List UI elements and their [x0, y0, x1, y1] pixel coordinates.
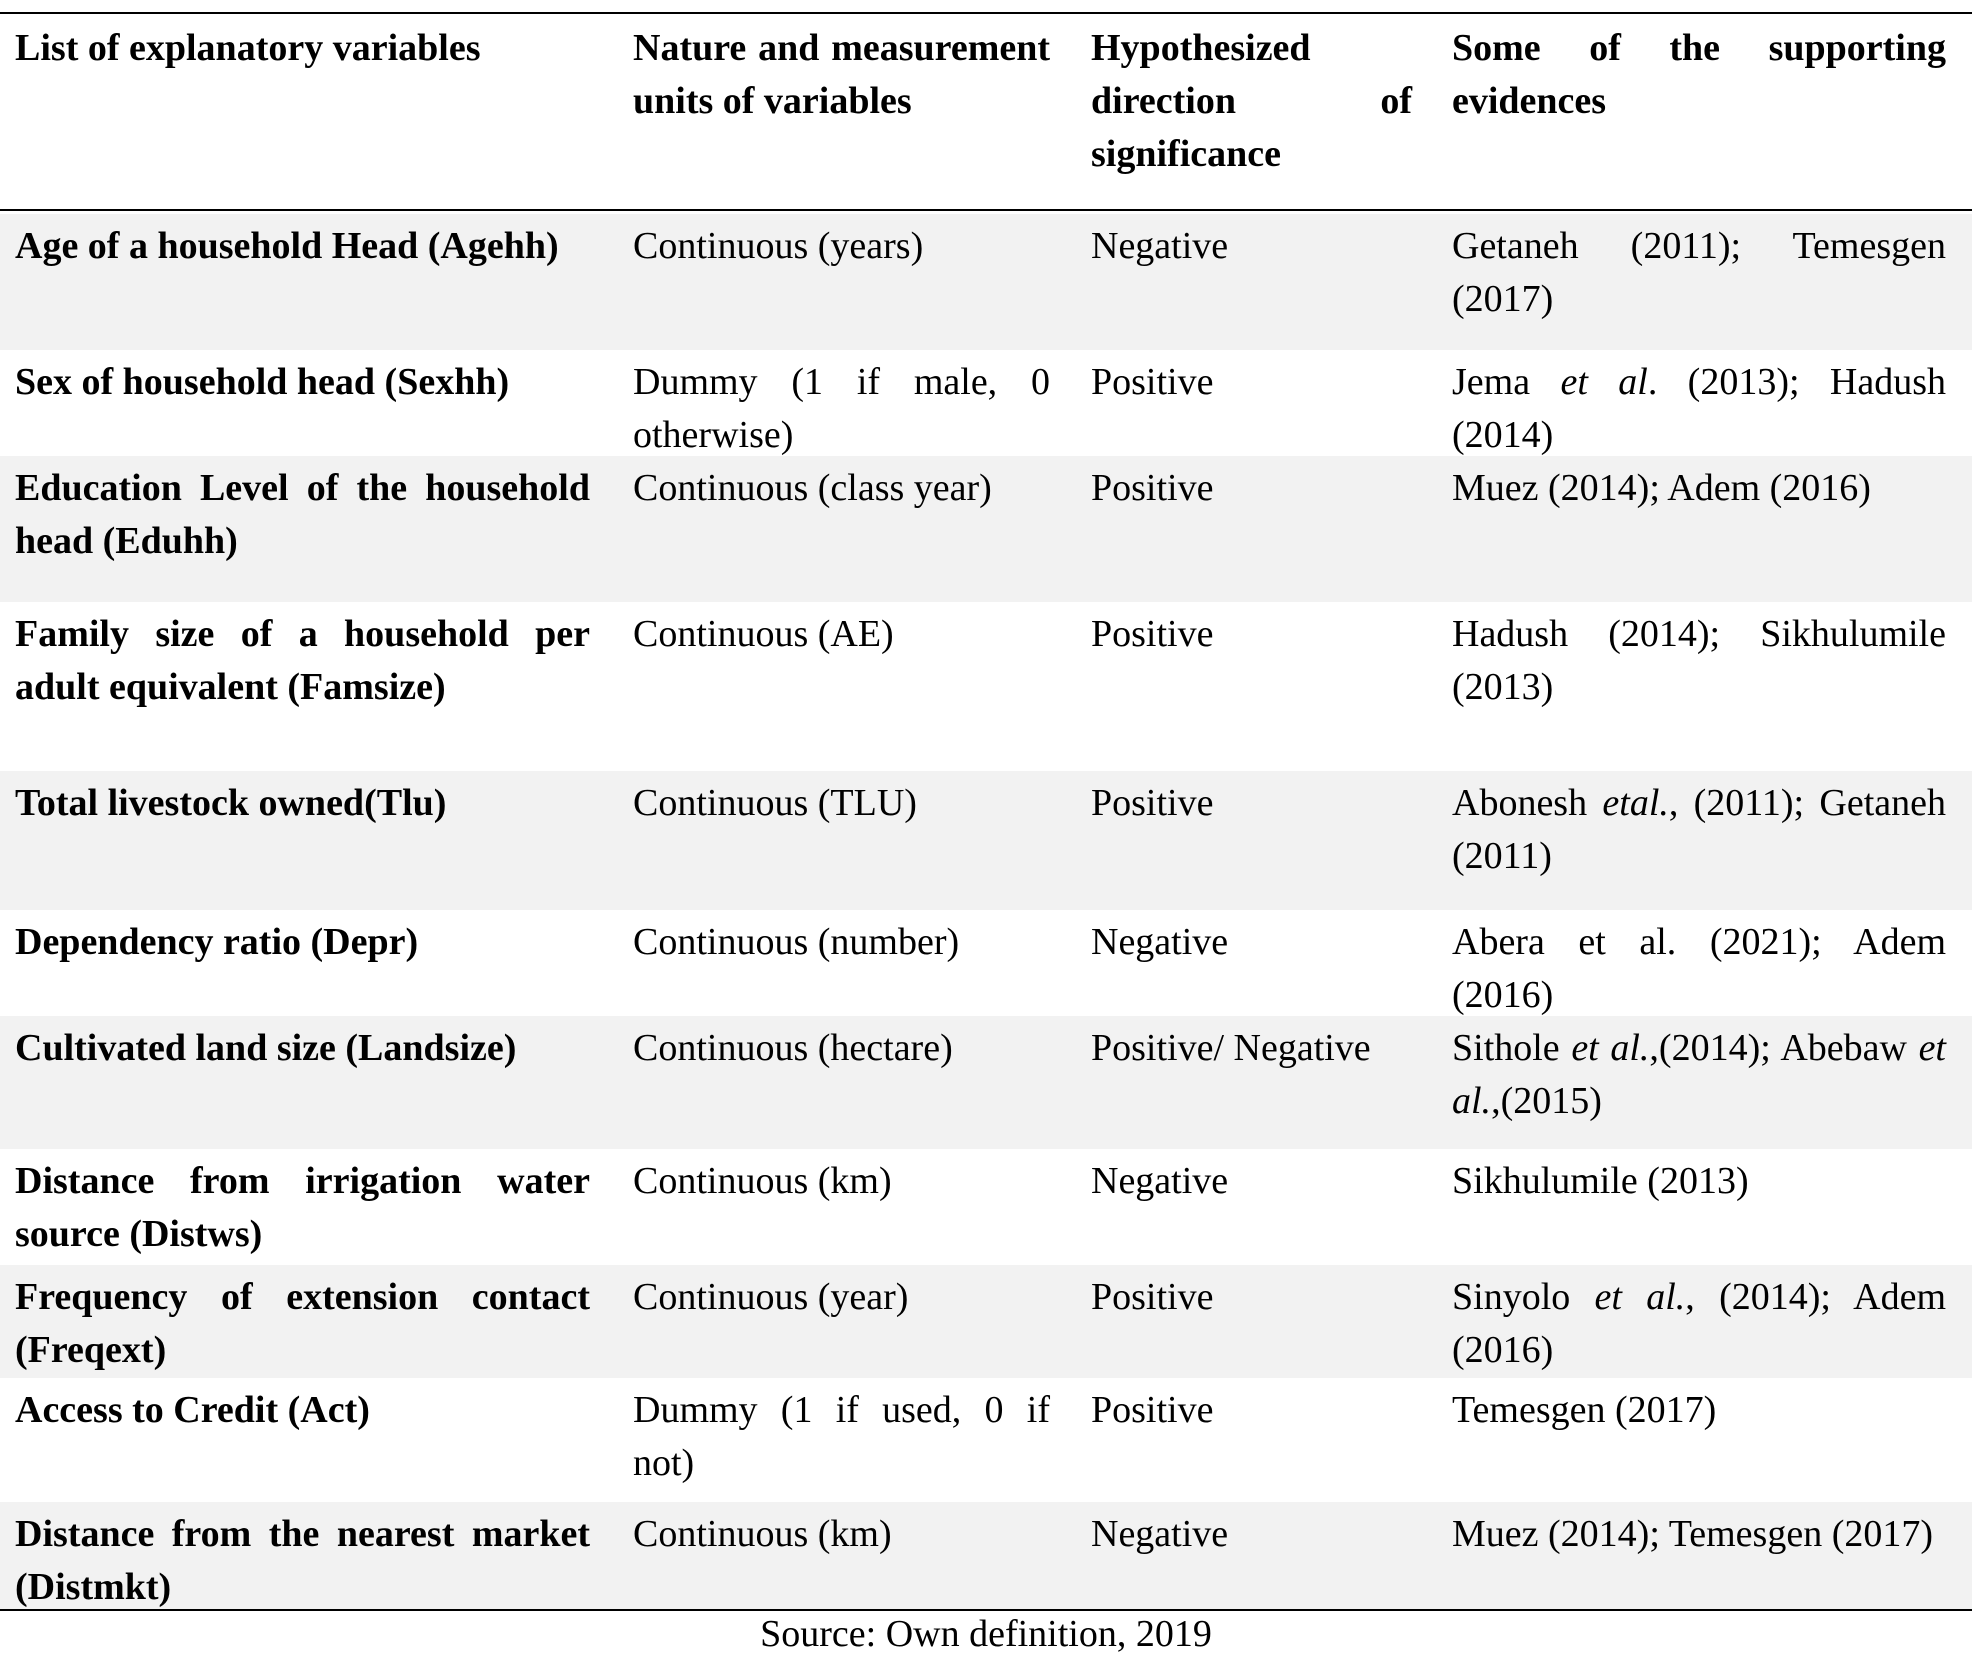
row-shade — [0, 214, 1972, 350]
table-source: Source: Own definition, 2019 — [760, 1613, 1212, 1655]
text-run: Abera et al. (2021); Adem (2016) — [1452, 921, 1946, 1016]
data-cell: Abera et al. (2021); Adem (2016) — [1452, 910, 1946, 1022]
data-cell: Muez (2014); Temesgen (2017) — [1452, 1502, 1946, 1561]
data-cell: Continuous (years) — [633, 225, 924, 267]
data-cell: Continuous (class year) — [633, 467, 992, 509]
data-cell: Dummy (1 if used, 0 if not) — [633, 1389, 1050, 1484]
variable-cell: Dependency ratio (Depr) — [15, 921, 419, 963]
text-run: etal. — [1602, 782, 1669, 824]
text-run: Jema — [1452, 361, 1561, 403]
text-run: Muez (2014); Adem (2016) — [1452, 467, 1871, 509]
variable-cell: Total livestock owned(Tlu) — [15, 782, 447, 824]
row-shade — [0, 1265, 1972, 1378]
data-cell: Positive — [1091, 1389, 1214, 1431]
header-cell: Some of the supporting evidences — [1452, 27, 1946, 122]
variable-cell: Education Level of the household head (E… — [15, 467, 590, 562]
text-run: Muez (2014); Temesgen (2017) — [1452, 1513, 1934, 1555]
text-run: ,(2014); Abebaw — [1649, 1027, 1919, 1069]
text-run: et al — [1560, 361, 1648, 403]
text-run: Sinyolo — [1452, 1276, 1595, 1318]
top-rule — [0, 12, 1972, 14]
variable-cell: Access to Credit (Act) — [15, 1389, 370, 1431]
row-shade — [0, 456, 1972, 602]
data-cell: Positive/ Negative — [1091, 1027, 1371, 1069]
data-cell: Continuous (km) — [633, 1513, 892, 1555]
data-cell: Sinyolo et al., (2014); Adem (2016) — [1452, 1265, 1946, 1377]
text-run: et al. — [1571, 1027, 1650, 1069]
data-cell: Sikhulumile (2013) — [1452, 1149, 1946, 1208]
text-run: Getaneh (2011); Temesgen (2017) — [1452, 225, 1946, 320]
data-cell: Continuous (TLU) — [633, 782, 917, 824]
bottom-rule — [0, 1609, 1972, 1611]
data-cell: Continuous (hectare) — [633, 1027, 953, 1069]
text-run: , (2014); Adem (2016) — [1452, 1276, 1946, 1371]
data-cell: Continuous (AE) — [633, 613, 894, 655]
data-cell: Temesgen (2017) — [1452, 1378, 1946, 1437]
data-cell: Jema et al. (2013); Hadush (2014) — [1452, 350, 1946, 462]
data-cell: Negative — [1091, 921, 1229, 963]
data-cell: Positive — [1091, 613, 1214, 655]
data-cell: Negative — [1091, 225, 1229, 267]
text-run: , (2011); Getaneh (2011) — [1452, 782, 1946, 877]
data-cell: Continuous (km) — [633, 1160, 892, 1202]
variable-cell: Distance from irrigation water source (D… — [15, 1160, 590, 1255]
text-run: Sithole — [1452, 1027, 1572, 1069]
variable-cell: Distance from the nearest market (Distmk… — [15, 1513, 590, 1608]
text-run: Abonesh — [1452, 782, 1603, 824]
variable-cell: Sex of household head (Sexhh) — [15, 361, 510, 403]
data-cell: Muez (2014); Adem (2016) — [1452, 456, 1946, 515]
data-cell: Continuous (year) — [633, 1276, 909, 1318]
data-cell: Negative — [1091, 1160, 1229, 1202]
data-cell: Continuous (number) — [633, 921, 960, 963]
text-run: ,(2015) — [1491, 1080, 1602, 1122]
data-cell: Abonesh etal., (2011); Getaneh (2011) — [1452, 771, 1946, 883]
variable-cell: Age of a household Head (Agehh) — [15, 225, 559, 267]
variable-cell: Family size of a household per adult equ… — [15, 613, 590, 708]
data-cell: Sithole et al.,(2014); Abebaw et al.,(20… — [1452, 1016, 1946, 1128]
data-cell: Positive — [1091, 467, 1214, 509]
data-cell: Getaneh (2011); Temesgen (2017) — [1452, 214, 1946, 326]
row-shade — [0, 771, 1972, 910]
text-run: et al. — [1452, 1027, 1946, 1122]
text-run: Hadush (2014); Sikhulumile (2013) — [1452, 613, 1946, 708]
data-cell: Positive — [1091, 361, 1214, 403]
header-cell: Hypothesized direction of significance — [1091, 27, 1412, 175]
data-cell: Dummy (1 if male, 0 otherwise) — [633, 361, 1050, 456]
text-run: Temesgen (2017) — [1452, 1389, 1717, 1431]
header-rule — [0, 209, 1972, 211]
variable-cell: Frequency of extension contact (Freqext) — [15, 1276, 590, 1371]
header-cell: Nature and measurement units of variable… — [633, 27, 1050, 122]
row-shade — [0, 1502, 1972, 1610]
header-cell: List of explanatory variables — [15, 27, 481, 69]
data-cell: Negative — [1091, 1513, 1229, 1555]
data-cell: Positive — [1091, 1276, 1214, 1318]
variable-cell: Cultivated land size (Landsize) — [15, 1027, 517, 1069]
data-cell: Positive — [1091, 782, 1214, 824]
text-run: et al. — [1594, 1276, 1686, 1318]
text-run: Sikhulumile (2013) — [1452, 1160, 1749, 1202]
row-shade — [0, 1016, 1972, 1149]
text-run: . (2013); Hadush (2014) — [1452, 361, 1947, 456]
data-cell: Hadush (2014); Sikhulumile (2013) — [1452, 602, 1946, 714]
